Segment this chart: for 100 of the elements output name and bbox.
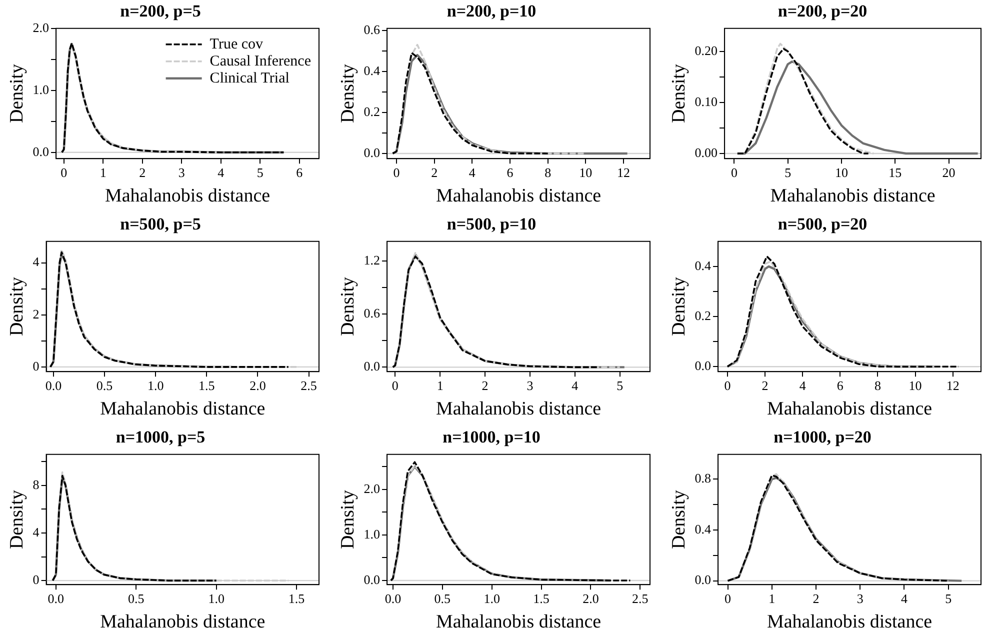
y-tick-label: 0.4 bbox=[364, 62, 381, 78]
x-tick-label: 0.5 bbox=[128, 590, 144, 606]
x-tick-label: 0.0 bbox=[48, 590, 64, 606]
x-tick-label: 2.0 bbox=[582, 590, 599, 606]
y-tick-label: 0.2 bbox=[694, 308, 712, 323]
y-tick-label: 0.4 bbox=[694, 521, 712, 536]
chart-title: n=1000, p=10 bbox=[442, 428, 540, 447]
y-tick-label: 0 bbox=[32, 572, 40, 587]
x-tick-label: 4 bbox=[218, 164, 225, 180]
chart-title: n=200, p=5 bbox=[120, 2, 201, 21]
x-tick-label: 0.0 bbox=[45, 378, 62, 393]
y-axis-title: Density bbox=[6, 489, 28, 550]
x-axis-title: Mahalanobis distance bbox=[100, 398, 266, 420]
y-tick-label: 2.0 bbox=[364, 480, 380, 496]
x-tick-label: 2 bbox=[762, 378, 768, 393]
x-tick-label: 2.5 bbox=[632, 590, 648, 606]
chart-title: n=1000, p=20 bbox=[774, 428, 872, 447]
chart-title: n=500, p=5 bbox=[120, 214, 201, 234]
y-tick-label: 1.2 bbox=[364, 252, 380, 268]
x-tick-label: 2.0 bbox=[250, 378, 266, 393]
x-tick-label: 0.5 bbox=[434, 590, 451, 606]
y-axis-title: Density bbox=[668, 63, 690, 124]
x-axis-title: Mahalanobis distance bbox=[436, 186, 602, 207]
y-axis-title: Density bbox=[668, 276, 690, 336]
x-tick-label: 0 bbox=[730, 164, 738, 180]
y-tick-label: 0.6 bbox=[364, 305, 381, 320]
y-axis-title: Density bbox=[6, 63, 28, 124]
legend-label: Causal Inference bbox=[210, 53, 312, 70]
x-tick-label: 2 bbox=[482, 378, 488, 393]
x-axis-title: Mahalanobis distance bbox=[766, 398, 932, 420]
chart-title: n=500, p=20 bbox=[778, 214, 868, 234]
x-tick-label: 0.0 bbox=[384, 590, 402, 606]
y-tick-label: 2 bbox=[32, 306, 40, 322]
x-tick-label: 4 bbox=[468, 164, 476, 180]
x-axis-title: Mahalanobis distance bbox=[100, 612, 266, 633]
y-tick-label: 0.6 bbox=[364, 22, 381, 37]
y-tick-label: 0.0 bbox=[364, 572, 380, 587]
x-tick-label: 20 bbox=[942, 164, 956, 180]
x-tick-label: 0 bbox=[724, 590, 732, 606]
x-tick-label: 6 bbox=[836, 378, 844, 393]
y-tick-label: 0.0 bbox=[364, 358, 380, 374]
x-tick-label: 10 bbox=[908, 378, 922, 393]
y-tick-label: 0.00 bbox=[694, 144, 718, 160]
x-tick-label: 8 bbox=[874, 378, 881, 393]
x-tick-label: 5 bbox=[256, 164, 264, 180]
x-tick-label: 5 bbox=[616, 378, 624, 393]
chart-title: n=200, p=20 bbox=[778, 2, 868, 21]
y-tick-label: 0.20 bbox=[694, 42, 718, 58]
x-tick-label: 4 bbox=[572, 378, 579, 393]
y-axis-title: Density bbox=[337, 276, 358, 336]
y-tick-label: 8 bbox=[32, 476, 40, 492]
x-tick-label: 5 bbox=[784, 164, 792, 180]
chart-title: n=500, p=10 bbox=[446, 214, 536, 234]
x-tick-label: 3 bbox=[856, 590, 864, 606]
y-tick-label: 4 bbox=[32, 254, 40, 270]
y-tick-label: 1.0 bbox=[32, 82, 50, 97]
y-tick-label: 0.0 bbox=[694, 358, 712, 374]
x-tick-label: 1 bbox=[100, 164, 106, 180]
x-tick-label: 6 bbox=[506, 164, 514, 180]
y-tick-label: 2.0 bbox=[32, 20, 50, 35]
x-tick-label: 10 bbox=[579, 164, 592, 180]
legend-label: Clinical Trial bbox=[210, 70, 290, 86]
y-tick-label: 0.0 bbox=[364, 144, 380, 160]
chart-title: n=1000, p=5 bbox=[116, 428, 206, 447]
x-axis-title: Mahalanobis distance bbox=[770, 186, 936, 207]
line-series bbox=[392, 52, 549, 154]
x-tick-label: 10 bbox=[835, 164, 848, 180]
x-tick-label: 1.5 bbox=[533, 590, 550, 606]
y-tick-label: 1.0 bbox=[364, 526, 380, 542]
x-tick-label: 12 bbox=[617, 164, 630, 180]
y-tick-label: 0.8 bbox=[694, 470, 712, 486]
chart-title: n=200, p=10 bbox=[446, 2, 536, 21]
x-tick-label: 0 bbox=[724, 378, 731, 393]
y-axis-title: Density bbox=[337, 63, 358, 124]
x-tick-label: 8 bbox=[544, 164, 552, 180]
x-tick-label: 1 bbox=[436, 378, 444, 393]
x-axis-title: Mahalanobis distance bbox=[436, 612, 602, 633]
x-tick-label: 0.5 bbox=[96, 378, 113, 393]
x-tick-label: 3 bbox=[178, 164, 185, 180]
x-tick-label: 1.5 bbox=[288, 590, 305, 606]
y-axis-title: Density bbox=[337, 489, 358, 550]
x-tick-label: 2 bbox=[139, 164, 146, 180]
x-tick-label: 0 bbox=[60, 164, 68, 180]
x-tick-label: 1.0 bbox=[484, 590, 500, 606]
x-tick-label: 1.5 bbox=[198, 378, 215, 393]
x-tick-label: 0 bbox=[393, 164, 400, 180]
x-tick-label: 2.5 bbox=[300, 378, 317, 393]
x-tick-label: 5 bbox=[945, 590, 952, 606]
x-tick-label: 4 bbox=[799, 378, 806, 393]
y-axis-title: Density bbox=[668, 489, 690, 550]
x-axis-title: Mahalanobis distance bbox=[766, 612, 932, 633]
x-tick-label: 1.0 bbox=[208, 590, 224, 606]
y-tick-label: 0 bbox=[32, 358, 40, 374]
legend-label: True cov bbox=[210, 36, 264, 52]
y-tick-label: 0.10 bbox=[694, 94, 718, 109]
x-tick-label: 3 bbox=[526, 378, 534, 393]
x-axis-title: Mahalanobis distance bbox=[104, 186, 270, 207]
y-axis-title: Density bbox=[6, 276, 28, 336]
x-tick-label: 15 bbox=[888, 164, 902, 180]
y-tick-label: 4 bbox=[32, 524, 40, 540]
